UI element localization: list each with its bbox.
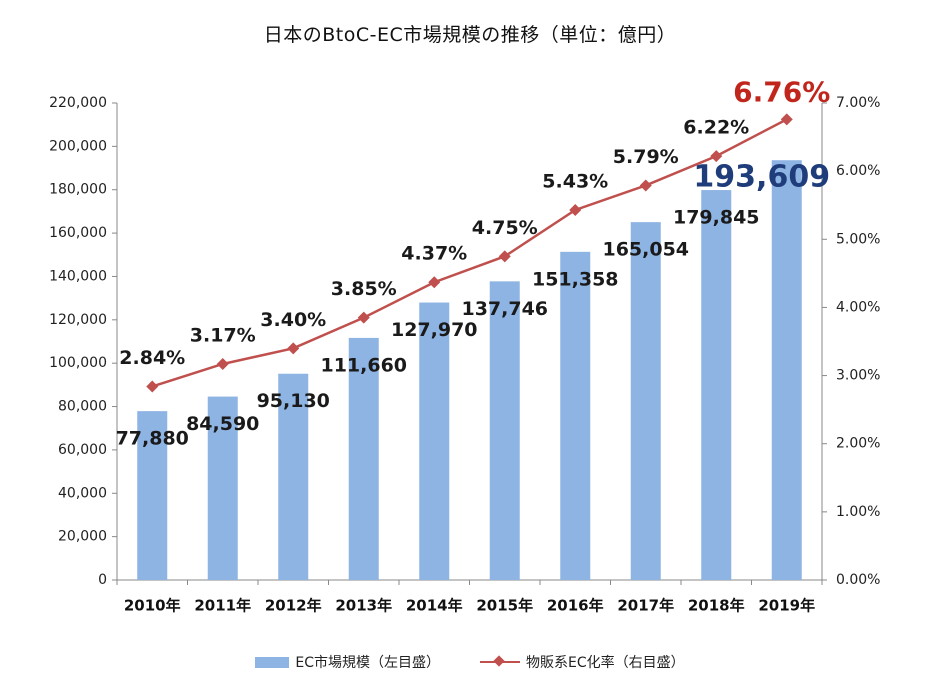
y-left-tick-label: 40,000 xyxy=(58,485,107,501)
x-tick-label: 2014年 xyxy=(406,597,463,615)
y-left-tick-label: 80,000 xyxy=(58,399,107,415)
y-right-tick-label: 1.00% xyxy=(836,504,880,520)
y-left-tick-label: 0 xyxy=(98,572,107,588)
bar xyxy=(207,396,238,580)
line-marker xyxy=(287,342,300,355)
bar-value-label: 137,746 xyxy=(461,298,548,320)
bar xyxy=(630,222,661,580)
rate-value-label: 4.37% xyxy=(401,243,467,265)
y-left-tick-label: 100,000 xyxy=(49,355,107,371)
rate-value-label: 2.84% xyxy=(119,347,185,369)
legend-item-ec-rate: 物販系EC化率（右目盛） xyxy=(480,652,685,672)
bar xyxy=(137,411,168,580)
bar xyxy=(278,373,309,580)
x-tick-label: 2016年 xyxy=(547,597,604,615)
line-marker xyxy=(710,150,723,163)
line-marker xyxy=(216,357,229,370)
x-tick-label: 2011年 xyxy=(194,597,251,615)
line-marker xyxy=(569,203,582,216)
line-marker xyxy=(146,380,159,393)
bar-value-label: 84,590 xyxy=(186,413,259,435)
y-right-tick-label: 4.00% xyxy=(836,299,880,315)
legend-line-swatch xyxy=(480,656,520,668)
x-tick-label: 2015年 xyxy=(476,597,533,615)
legend-label-ec-rate: 物販系EC化率（右目盛） xyxy=(526,655,685,671)
rate-value-label: 3.40% xyxy=(260,309,326,331)
bar xyxy=(489,281,520,580)
bar-value-label: 179,845 xyxy=(673,207,760,229)
y-right-tick-label: 2.00% xyxy=(836,436,880,452)
x-tick-label: 2013年 xyxy=(335,597,392,615)
bar-value-label: 193,609 xyxy=(693,160,830,195)
bar-value-label: 77,880 xyxy=(116,428,189,450)
line-marker xyxy=(639,179,652,192)
y-left-tick-label: 60,000 xyxy=(58,442,107,458)
x-tick-label: 2018年 xyxy=(688,597,745,615)
y-right-tick-label: 3.00% xyxy=(836,368,880,384)
y-right-tick-label: 5.00% xyxy=(836,231,880,247)
y-left-tick-label: 140,000 xyxy=(49,268,107,284)
y-right-tick-label: 0.00% xyxy=(836,572,880,588)
x-tick-label: 2017年 xyxy=(617,597,674,615)
bar xyxy=(560,251,591,580)
rate-value-label: 3.85% xyxy=(331,278,397,300)
bar-value-label: 95,130 xyxy=(257,390,330,412)
bar-value-label: 151,358 xyxy=(532,268,619,290)
line-marker xyxy=(498,250,511,263)
y-left-tick-label: 160,000 xyxy=(49,225,107,241)
rate-value-label: 3.17% xyxy=(190,324,256,346)
y-left-tick-label: 20,000 xyxy=(58,529,107,545)
series-line xyxy=(151,118,788,388)
line-marker xyxy=(428,276,441,289)
chart-title: 日本のBtoC-EC市場規模の推移（単位：億円） xyxy=(263,24,677,46)
legend-label-ec-market-size: EC市場規模（左目盛） xyxy=(295,655,440,671)
chart-legend: EC市場規模（左目盛） 物販系EC化率（右目盛） xyxy=(0,652,940,672)
bar xyxy=(771,160,802,580)
line-marker xyxy=(780,113,793,126)
y-left-tick-label: 120,000 xyxy=(49,312,107,328)
rate-value-label: 4.75% xyxy=(472,217,538,239)
bar xyxy=(701,190,732,580)
legend-bar-swatch xyxy=(255,656,290,668)
y-left-tick-label: 180,000 xyxy=(49,182,107,198)
rate-value-label: 5.79% xyxy=(613,146,679,168)
rate-value-label: 6.22% xyxy=(683,117,749,139)
rate-value-label: 6.76% xyxy=(733,75,830,108)
bar xyxy=(348,337,379,580)
y-left-tick-label: 220,000 xyxy=(49,95,107,111)
y-right-tick-label: 7.00% xyxy=(836,95,880,111)
bar-value-label: 127,970 xyxy=(391,319,478,341)
bar xyxy=(419,302,450,580)
x-tick-label: 2012年 xyxy=(265,597,322,615)
y-left-tick-label: 200,000 xyxy=(49,138,107,154)
rate-value-label: 5.43% xyxy=(542,170,608,192)
y-right-tick-label: 6.00% xyxy=(836,163,880,179)
x-tick-label: 2019年 xyxy=(758,597,815,615)
bar-value-label: 111,660 xyxy=(320,354,407,376)
x-tick-label: 2010年 xyxy=(124,597,181,615)
line-marker xyxy=(357,311,370,324)
legend-item-ec-market-size: EC市場規模（左目盛） xyxy=(255,652,440,672)
bar-value-label: 165,054 xyxy=(602,239,689,261)
